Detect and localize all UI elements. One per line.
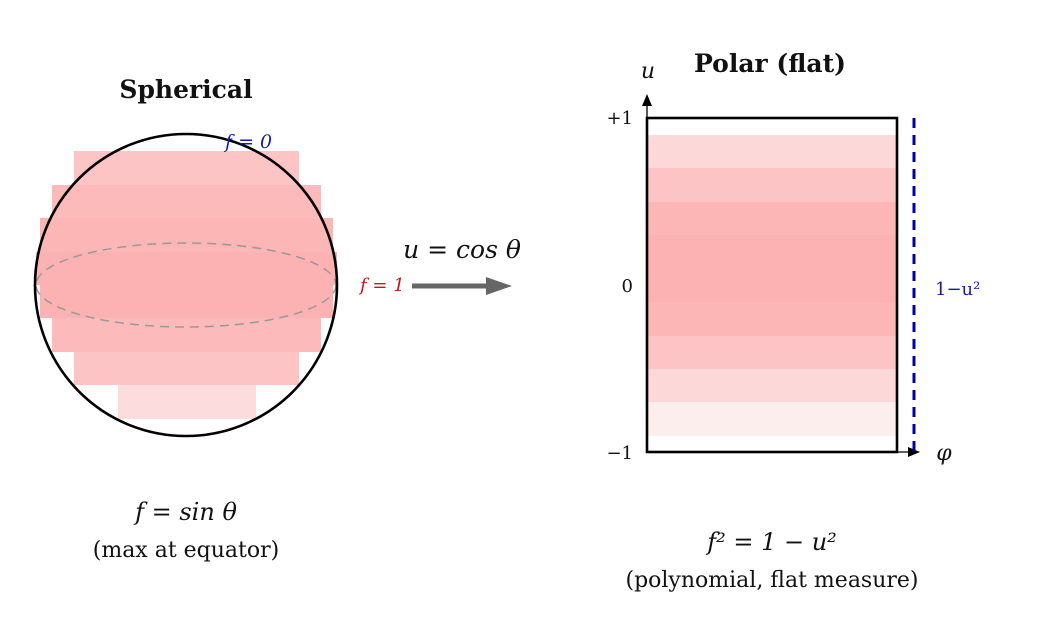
curve-label: 1−u² — [935, 279, 980, 300]
polar-caption-note: (polynomial, flat measure) — [625, 568, 918, 593]
transform-arrow-icon — [486, 277, 512, 295]
u-axis-label: u — [641, 59, 655, 84]
tick-minus-1: −1 — [606, 443, 633, 464]
polar-density-bands — [648, 135, 897, 436]
u-axis-arrow-icon — [642, 94, 652, 106]
spherical-caption-formula: f = sin θ — [133, 498, 237, 526]
sphere-density-bands — [36, 151, 337, 419]
polar-title: Polar (flat) — [694, 49, 846, 78]
phi-axis-label: φ — [936, 441, 952, 466]
polar-rectangle — [645, 116, 899, 454]
transform-label: u = cos θ — [403, 235, 521, 264]
polar-caption-formula: f² = 1 − u² — [705, 528, 837, 556]
spherical-title: Spherical — [119, 75, 252, 104]
spherical-caption-note: (max at equator) — [93, 538, 279, 563]
label-f-0: f = 0 — [223, 131, 272, 153]
phi-axis-arrow-icon — [908, 447, 920, 457]
label-f-1: f = 1 — [358, 275, 405, 296]
sphere-outline — [33, 132, 339, 438]
tick-0: 0 — [622, 276, 633, 297]
tick-plus-1: +1 — [606, 108, 633, 129]
